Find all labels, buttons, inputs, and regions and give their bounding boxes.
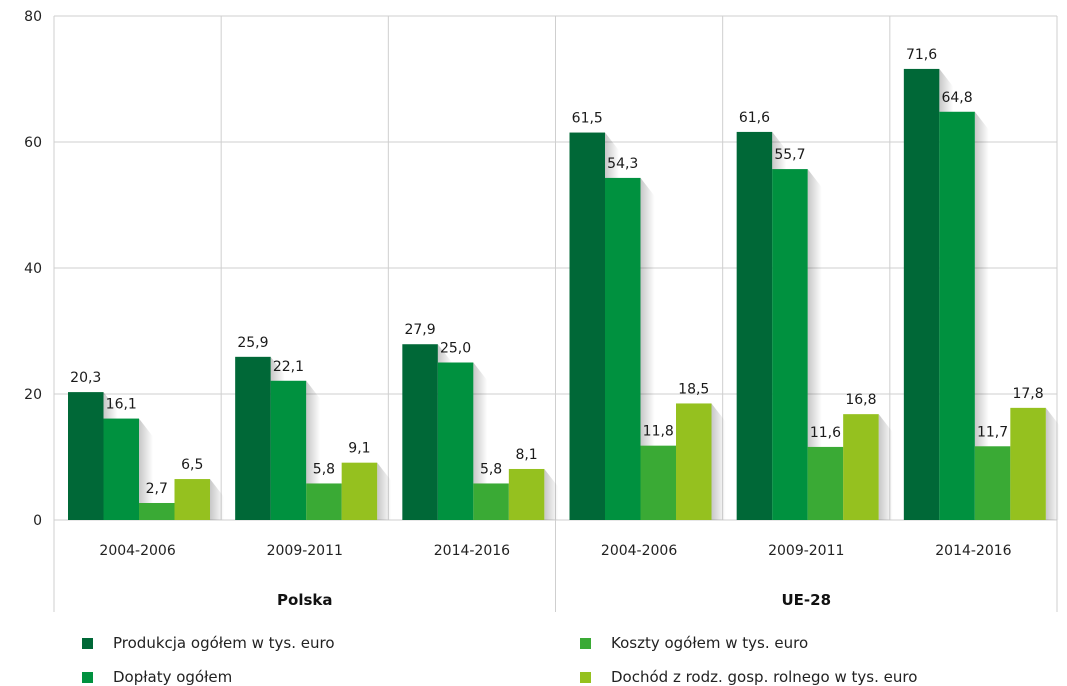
bar <box>772 169 808 520</box>
bar-shadow <box>473 362 488 520</box>
bar <box>569 132 605 521</box>
bar-shadow <box>1045 407 1060 520</box>
bar-shadow <box>210 479 224 520</box>
data-label: 20,3 <box>70 370 101 386</box>
legend-label-produkcja: Produkcja ogółem w tys. euro <box>113 634 335 652</box>
data-label: 64,8 <box>941 90 972 106</box>
bar <box>341 462 378 520</box>
legend-swatch-dochod <box>580 671 591 683</box>
x-tick-label: 2009-2011 <box>267 543 343 559</box>
data-label: 18,5 <box>678 381 709 397</box>
bar <box>103 418 139 520</box>
bar <box>508 468 545 520</box>
x-tick-label: 2014-2016 <box>434 543 510 559</box>
data-label: 25,0 <box>440 341 471 357</box>
bar <box>807 446 844 520</box>
data-label: 61,5 <box>572 111 603 127</box>
data-label: 17,8 <box>1012 386 1043 402</box>
bar <box>640 445 676 520</box>
legend-item-koszty: Koszty ogółem w tys. euro <box>580 634 808 652</box>
data-label: 71,6 <box>906 47 937 63</box>
bar <box>676 403 712 520</box>
bar <box>402 344 438 520</box>
bar-shadow <box>711 403 726 520</box>
bar-shadow <box>640 177 655 520</box>
bar <box>903 68 940 521</box>
bar <box>174 479 210 520</box>
bar <box>1010 407 1046 520</box>
group-label: Polska <box>277 591 332 609</box>
bar <box>939 111 975 520</box>
data-label: 16,1 <box>106 397 137 413</box>
bar-shadow <box>377 462 392 520</box>
data-label: 25,9 <box>237 335 268 351</box>
x-tick-label: 2004-2006 <box>601 543 677 559</box>
y-tick-label: 20 <box>24 387 42 403</box>
data-label: 22,1 <box>273 359 304 375</box>
data-label: 9,1 <box>348 441 370 457</box>
bar <box>437 362 474 520</box>
bar <box>473 483 509 520</box>
legend-label-koszty: Koszty ogółem w tys. euro <box>611 634 809 652</box>
data-label: 54,3 <box>607 156 638 172</box>
legend-item-dochod: Dochód z rodz. gosp. rolnego w tys. euro <box>580 668 917 686</box>
bar <box>605 177 641 520</box>
legend-label-dochod: Dochód z rodz. gosp. rolnego w tys. euro <box>611 668 918 686</box>
legend: Produkcja ogółem w tys. euro Dopłaty ogó… <box>0 626 1067 686</box>
bar-shadow <box>544 468 559 520</box>
legend-label-doplaty: Dopłaty ogółem <box>113 668 233 686</box>
legend-item-produkcja: Produkcja ogółem w tys. euro <box>82 634 335 652</box>
bar <box>270 380 307 520</box>
legend-swatch-produkcja <box>82 637 93 649</box>
data-label: 27,9 <box>404 322 435 338</box>
bar-shadow <box>139 418 153 520</box>
bar-shadow <box>974 111 989 520</box>
data-label: 6,5 <box>181 457 203 473</box>
legend-swatch-doplaty <box>82 671 93 683</box>
data-label: 55,7 <box>774 147 805 163</box>
bar-shadow <box>807 169 822 520</box>
y-tick-label: 80 <box>24 9 42 25</box>
data-label: 11,8 <box>643 424 674 440</box>
group-label: UE-28 <box>781 591 831 609</box>
bar <box>235 356 271 520</box>
bar-chart: 0 20 40 60 80 2004-2006 2009-2011 2014-2016 Pols… <box>24 9 1060 612</box>
x-tick-label: 2004-2006 <box>99 543 175 559</box>
y-tick-label: 60 <box>24 135 42 151</box>
data-label: 16,8 <box>845 392 876 408</box>
data-label: 11,6 <box>810 425 841 441</box>
legend-item-doplaty: Dopłaty ogółem <box>82 668 232 686</box>
x-tick-label: 2014-2016 <box>935 543 1011 559</box>
bar <box>843 414 879 520</box>
y-tick-label: 0 <box>33 513 42 529</box>
legend-swatch-koszty <box>580 637 591 649</box>
bar-shadow <box>878 414 893 520</box>
bar <box>974 446 1011 520</box>
data-label: 5,8 <box>480 461 502 477</box>
x-tick-label: 2009-2011 <box>768 543 844 559</box>
data-label: 11,7 <box>977 424 1008 440</box>
y-tick-label: 40 <box>24 261 42 277</box>
data-label: 8,1 <box>515 447 537 463</box>
data-label: 5,8 <box>313 461 335 477</box>
data-label: 2,7 <box>146 481 168 497</box>
bar <box>139 502 175 520</box>
bar <box>306 483 342 520</box>
data-label: 61,6 <box>739 110 770 126</box>
bar <box>736 131 773 521</box>
bar <box>68 392 104 520</box>
